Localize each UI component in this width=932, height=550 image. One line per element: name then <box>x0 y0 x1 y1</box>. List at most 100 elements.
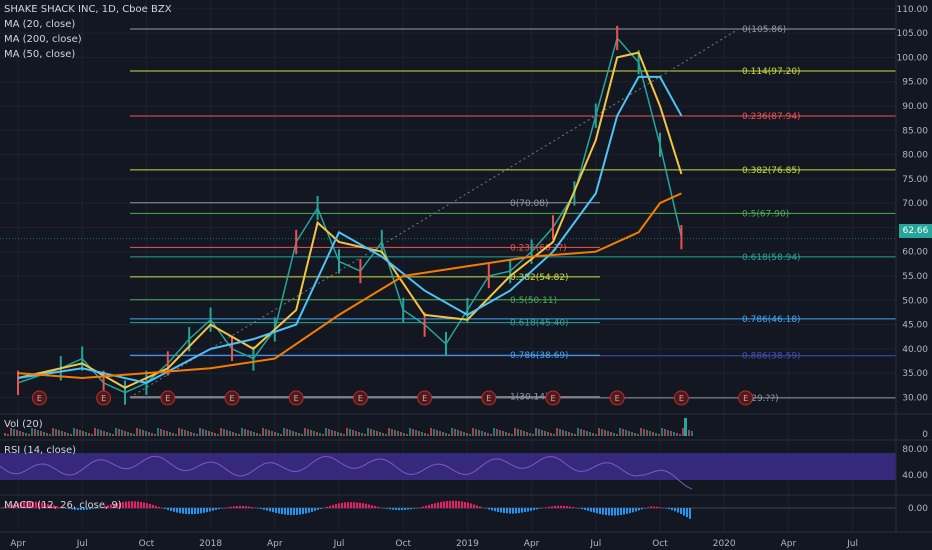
macd-bar <box>182 508 184 514</box>
volume-bar <box>667 430 669 436</box>
macd-bar <box>389 508 391 510</box>
macd-bar <box>563 505 565 508</box>
volume-bar <box>601 429 603 436</box>
macd-bar <box>521 508 523 513</box>
macd-bar <box>689 508 691 519</box>
volume-bar <box>286 429 288 436</box>
macd-bar <box>554 505 556 508</box>
volume-bar <box>655 433 657 436</box>
volume-bar <box>451 428 453 436</box>
macd-bar <box>395 508 397 510</box>
macd-bar <box>251 506 253 508</box>
volume-bar <box>115 428 117 436</box>
macd-bar <box>509 508 511 514</box>
legend-ma200[interactable]: MA (200, close) <box>4 34 82 45</box>
fib-level-label: 0.786(46.18) <box>742 315 801 325</box>
macd-label[interactable]: MACD (12, 26, close, 9) <box>4 500 122 511</box>
macd-bar <box>566 506 568 508</box>
volume-bar <box>517 429 519 436</box>
macd-bar <box>92 508 94 509</box>
volume-bar <box>64 432 66 436</box>
macd-bar <box>410 508 412 510</box>
volume-bar <box>163 430 165 436</box>
earnings-marker <box>481 390 497 406</box>
volume-bar <box>94 428 96 436</box>
volume-bar <box>295 432 297 436</box>
volume-bar <box>277 433 279 436</box>
x-tick-label: 2018 <box>199 539 222 549</box>
macd-bar <box>116 502 118 508</box>
macd-bar <box>149 503 151 508</box>
macd-bar <box>362 503 364 508</box>
volume-bar <box>427 434 429 436</box>
earnings-marker <box>673 390 689 406</box>
macd-bar <box>68 508 70 509</box>
macd-bar <box>545 507 547 508</box>
macd-bar <box>368 504 370 508</box>
volume-bar <box>391 429 393 436</box>
volume-bar <box>283 428 285 436</box>
legend-ma50[interactable]: MA (50, close) <box>4 49 76 60</box>
macd-bar <box>647 507 649 508</box>
x-tick-label: Jul <box>333 539 345 549</box>
volume-bar <box>160 429 162 436</box>
earnings-marker <box>31 390 47 406</box>
volume-bar <box>355 431 357 436</box>
macd-bar <box>665 508 667 509</box>
volume-bar <box>40 431 42 436</box>
volume-bar <box>673 432 675 436</box>
volume-bar <box>676 433 678 436</box>
volume-bar <box>262 428 264 436</box>
macd-bar <box>473 504 475 508</box>
macd-bar <box>449 500 451 508</box>
x-tick-label: Oct <box>139 539 155 549</box>
macd-bar <box>320 508 322 509</box>
volume-bar <box>475 429 477 436</box>
volume-bar <box>229 431 231 436</box>
volume-bar <box>403 433 405 436</box>
macd-bar <box>593 508 595 513</box>
y-tick-label: 70.00 <box>902 199 928 209</box>
macd-bar <box>461 501 463 508</box>
volume-bar <box>256 433 258 436</box>
volume-label[interactable]: Vol (20) <box>4 419 43 430</box>
macd-bar <box>95 508 97 509</box>
macd-bar <box>392 508 394 510</box>
fib-level-label: 0.236(60.??) <box>510 243 567 253</box>
macd-bar <box>170 508 172 511</box>
ma-line <box>17 51 683 389</box>
volume-bar <box>388 428 390 436</box>
x-tick-label: Oct <box>395 539 411 549</box>
volume-bar <box>358 432 360 436</box>
volume-bar <box>232 432 234 436</box>
macd-bar <box>266 508 268 511</box>
macd-bar <box>539 508 541 509</box>
macd-bar <box>278 508 280 514</box>
volume-bar <box>325 428 327 436</box>
rsi-label[interactable]: RSI (14, close) <box>4 445 77 456</box>
volume-bar <box>100 430 102 436</box>
volume-bar <box>604 430 606 436</box>
macd-bar <box>206 508 208 513</box>
y-tick-label: 60.00 <box>902 248 928 258</box>
chart-legend: SHAKE SHACK INC, 1D, Cboe BZX MA (20, cl… <box>4 2 172 62</box>
volume-bar <box>538 429 540 436</box>
volume-bar <box>121 430 123 436</box>
volume-bar <box>532 434 534 436</box>
macd-bar <box>281 508 283 515</box>
macd-bar <box>305 508 307 514</box>
earnings-label: E <box>358 394 363 403</box>
macd-bar <box>233 506 235 508</box>
macd-bar <box>344 502 346 508</box>
legend-ma20[interactable]: MA (20, close) <box>4 19 76 30</box>
macd-bar <box>80 508 82 511</box>
macd-bar <box>83 508 85 510</box>
macd-bar <box>356 502 358 508</box>
macd-bar <box>644 508 646 509</box>
macd-bar <box>29 501 31 508</box>
volume-bar <box>76 429 78 436</box>
y-axis-panel <box>896 0 932 550</box>
macd-bar <box>485 508 487 509</box>
macd-bar <box>440 501 442 508</box>
